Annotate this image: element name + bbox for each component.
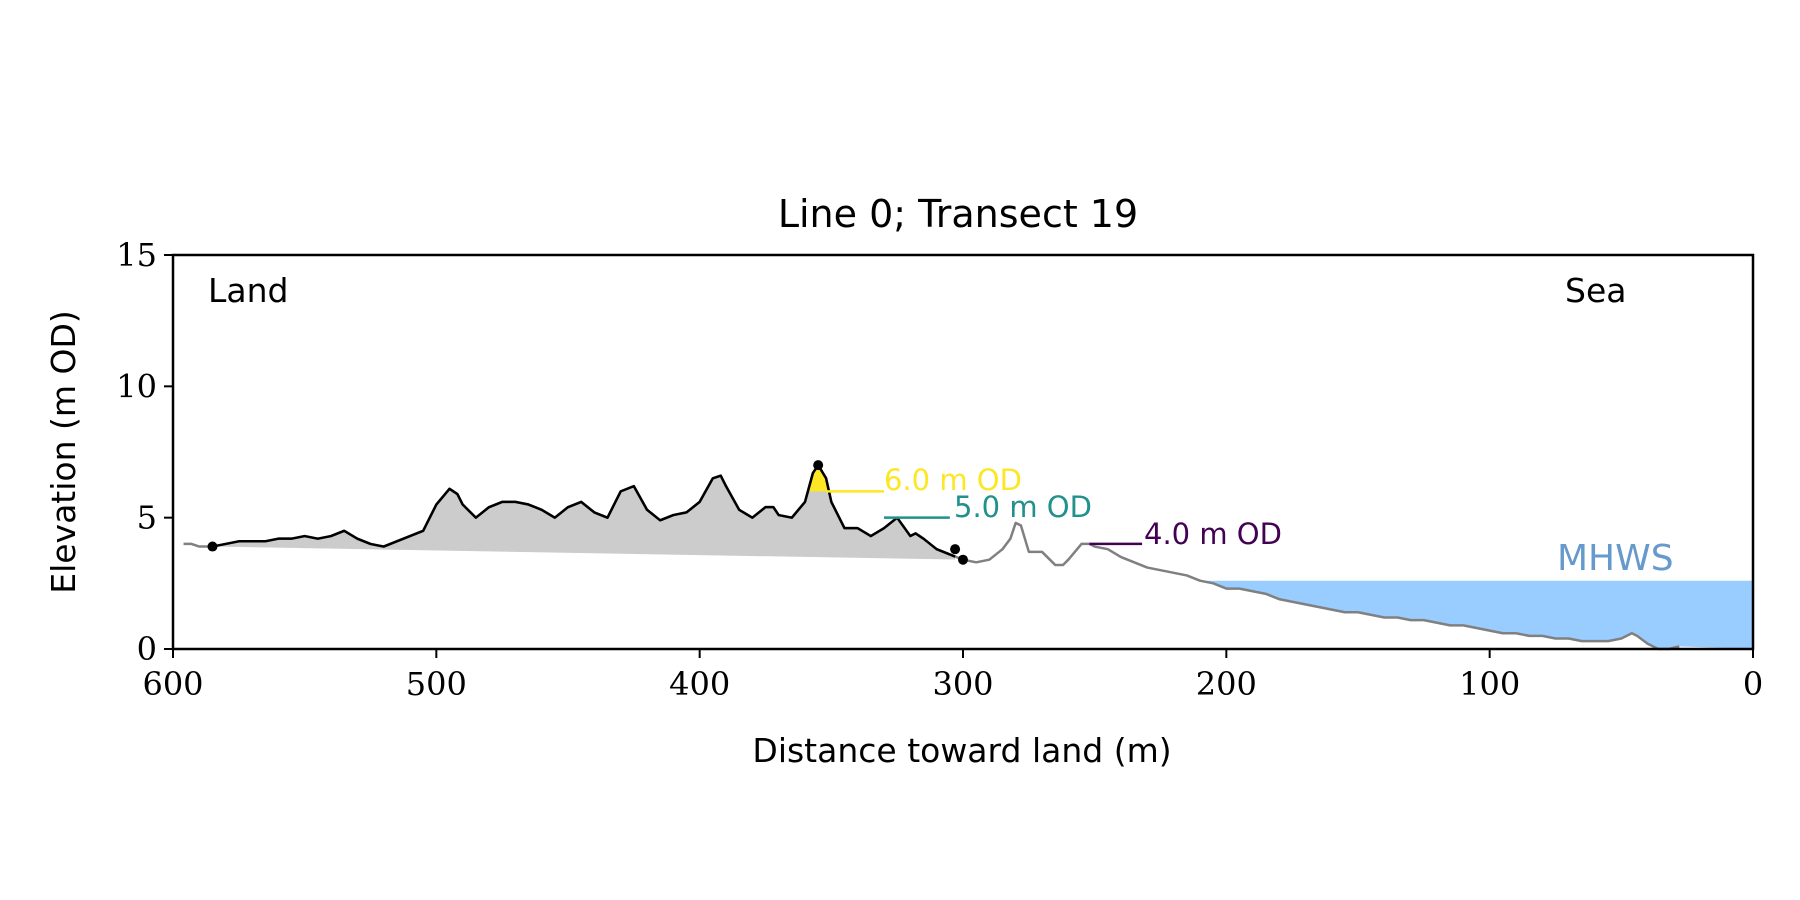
x-tick-label: 500	[406, 665, 467, 703]
above-6m-area	[807, 465, 829, 492]
y-axis: 0 5 10 15	[116, 236, 173, 668]
y-tick-label: 15	[116, 236, 157, 274]
sea-label: Sea	[1565, 271, 1626, 310]
x-tick-label: 200	[1196, 665, 1257, 703]
dune-profile-line	[212, 463, 956, 558]
y-axis-label: Elevation (m OD)	[44, 310, 83, 594]
profile-marker	[958, 554, 968, 565]
x-axis: 600 500 400 300 200 100 0	[142, 649, 1763, 703]
profile-marker	[950, 544, 961, 555]
x-tick-label: 300	[932, 665, 993, 703]
mhws-label: MHWS	[1557, 538, 1674, 579]
y-tick-label: 5	[137, 499, 157, 537]
x-tick-label: 600	[142, 665, 203, 703]
contour-label-6m: 6.0 m OD	[884, 463, 1022, 497]
plot-area	[183, 460, 1753, 651]
x-tick-label: 0	[1743, 665, 1763, 703]
sea-area	[1200, 580, 1753, 649]
dune-volume-area	[212, 465, 956, 560]
x-tick-label: 100	[1459, 665, 1520, 703]
profile-marker	[207, 541, 218, 552]
y-tick-label: 10	[116, 367, 157, 405]
profile-marker	[813, 460, 824, 471]
y-tick-label: 0	[137, 630, 157, 668]
contour-label-5m: 5.0 m OD	[954, 490, 1092, 524]
land-label: Land	[208, 271, 288, 310]
x-tick-label: 400	[669, 665, 730, 703]
contour-label-4m: 4.0 m OD	[1144, 517, 1282, 551]
chart-title: Line 0; Transect 19	[778, 192, 1138, 236]
x-axis-label: Distance toward land (m)	[752, 731, 1171, 770]
